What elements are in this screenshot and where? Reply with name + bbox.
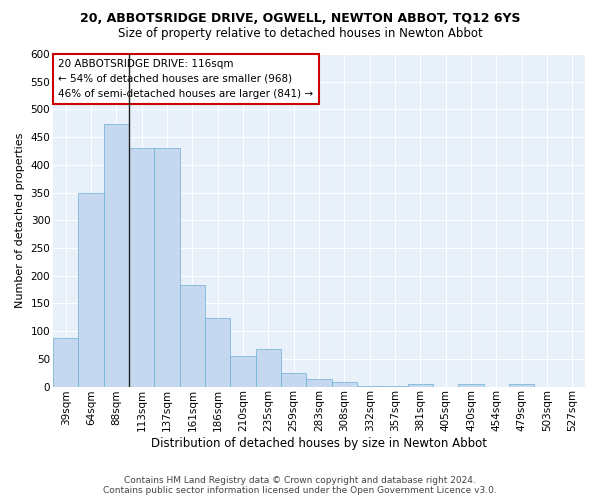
Y-axis label: Number of detached properties: Number of detached properties bbox=[15, 132, 25, 308]
Bar bbox=[79, 193, 104, 386]
Bar bbox=[281, 372, 307, 386]
Bar bbox=[53, 338, 79, 386]
Bar bbox=[230, 356, 256, 386]
Bar bbox=[129, 148, 154, 386]
X-axis label: Distribution of detached houses by size in Newton Abbot: Distribution of detached houses by size … bbox=[151, 437, 487, 450]
Bar bbox=[332, 382, 357, 386]
Bar bbox=[307, 380, 332, 386]
Text: Size of property relative to detached houses in Newton Abbot: Size of property relative to detached ho… bbox=[118, 28, 482, 40]
Text: 20 ABBOTSRIDGE DRIVE: 116sqm
← 54% of detached houses are smaller (968)
46% of s: 20 ABBOTSRIDGE DRIVE: 116sqm ← 54% of de… bbox=[58, 59, 314, 98]
Bar bbox=[104, 124, 129, 386]
Text: Contains HM Land Registry data © Crown copyright and database right 2024.
Contai: Contains HM Land Registry data © Crown c… bbox=[103, 476, 497, 495]
Bar bbox=[509, 384, 535, 386]
Text: 20, ABBOTSRIDGE DRIVE, OGWELL, NEWTON ABBOT, TQ12 6YS: 20, ABBOTSRIDGE DRIVE, OGWELL, NEWTON AB… bbox=[80, 12, 520, 26]
Bar bbox=[180, 284, 205, 386]
Bar bbox=[154, 148, 180, 386]
Bar bbox=[458, 384, 484, 386]
Bar bbox=[205, 318, 230, 386]
Bar bbox=[407, 384, 433, 386]
Bar bbox=[256, 349, 281, 387]
